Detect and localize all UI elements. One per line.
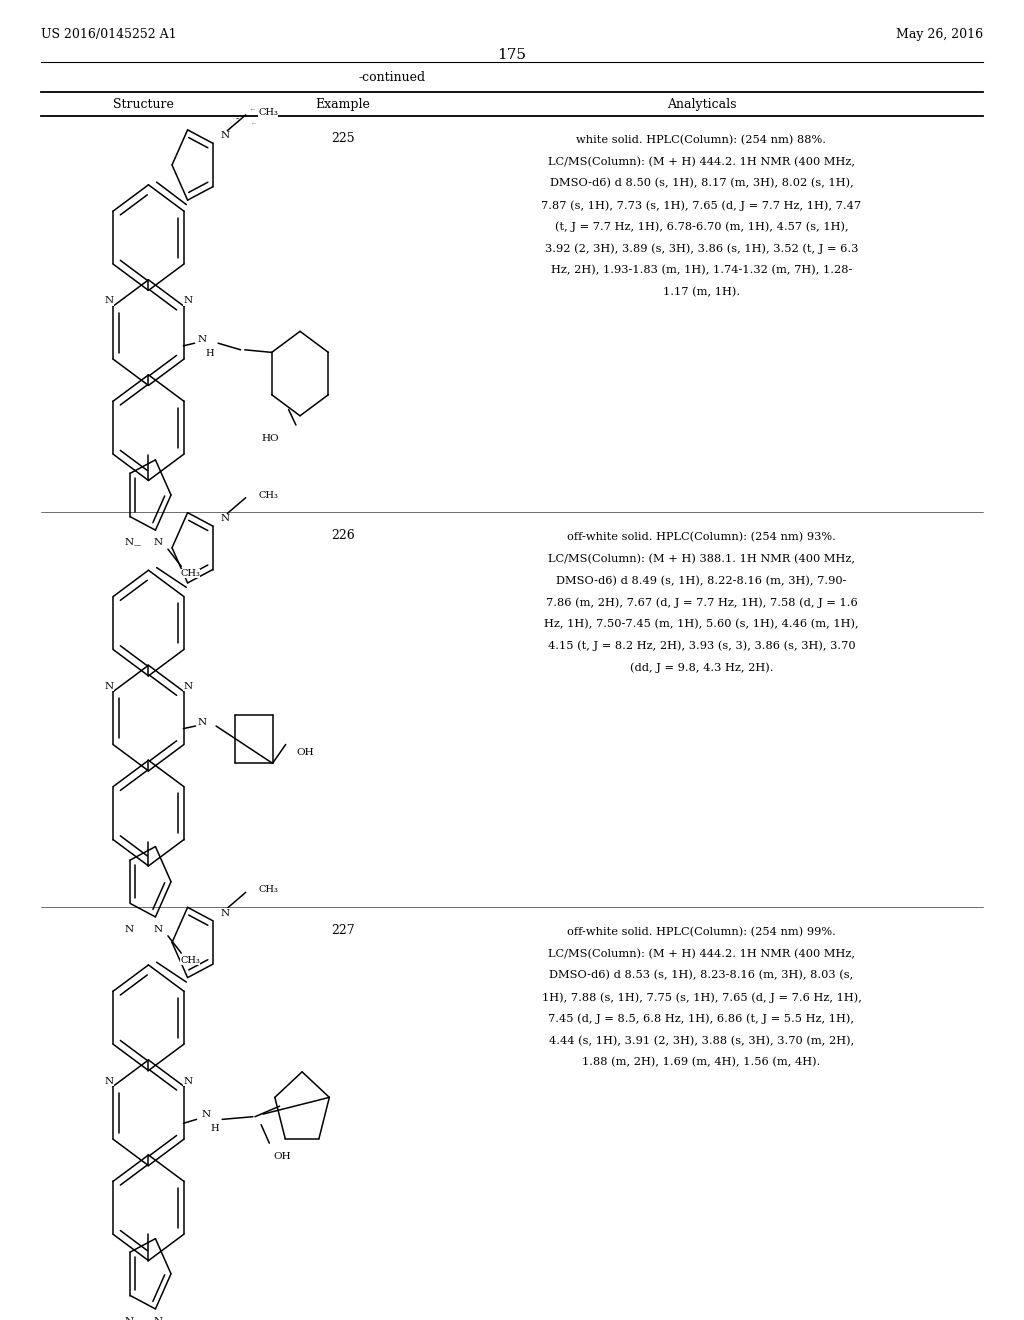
Text: Structure: Structure — [113, 98, 174, 111]
Text: CH₃: CH₃ — [180, 569, 200, 578]
Text: N: N — [104, 1077, 114, 1085]
Text: N: N — [183, 297, 193, 305]
Text: N: N — [198, 718, 206, 726]
Text: 4.44 (s, 1H), 3.91 (2, 3H), 3.88 (s, 3H), 3.70 (m, 2H),: 4.44 (s, 1H), 3.91 (2, 3H), 3.88 (s, 3H)… — [549, 1036, 854, 1045]
Text: white solid. HPLC(Column): (254 nm) 88%.: white solid. HPLC(Column): (254 nm) 88%. — [577, 135, 826, 145]
Text: DMSO-d6) d 8.53 (s, 1H), 8.23-8.16 (m, 3H), 8.03 (s,: DMSO-d6) d 8.53 (s, 1H), 8.23-8.16 (m, 3… — [549, 970, 854, 981]
Text: May 26, 2016: May 26, 2016 — [896, 28, 983, 41]
Text: N: N — [198, 335, 206, 343]
Text: HO: HO — [262, 434, 280, 442]
Text: 225: 225 — [331, 132, 355, 145]
Text: CH₃: CH₃ — [258, 491, 278, 499]
Text: N: N — [183, 682, 193, 690]
Text: off-white solid. HPLC(Column): (254 nm) 99%.: off-white solid. HPLC(Column): (254 nm) … — [567, 927, 836, 937]
Text: Hz, 2H), 1.93-1.83 (m, 1H), 1.74-1.32 (m, 7H), 1.28-: Hz, 2H), 1.93-1.83 (m, 1H), 1.74-1.32 (m… — [551, 265, 852, 276]
Text: methyl: methyl — [252, 121, 256, 124]
Text: N: N — [125, 1317, 133, 1320]
Text: -: - — [236, 115, 240, 123]
Text: N: N — [221, 909, 229, 917]
Text: US 2016/0145252 A1: US 2016/0145252 A1 — [41, 28, 176, 41]
Text: N: N — [104, 682, 114, 690]
Text: Example: Example — [315, 98, 371, 111]
Text: OH: OH — [296, 748, 313, 756]
Text: N: N — [154, 1317, 162, 1320]
Text: 1.88 (m, 2H), 1.69 (m, 4H), 1.56 (m, 4H).: 1.88 (m, 2H), 1.69 (m, 4H), 1.56 (m, 4H)… — [583, 1057, 820, 1068]
Text: N: N — [154, 539, 162, 546]
Text: Hz, 1H), 7.50-7.45 (m, 1H), 5.60 (s, 1H), 4.46 (m, 1H),: Hz, 1H), 7.50-7.45 (m, 1H), 5.60 (s, 1H)… — [544, 619, 859, 630]
Text: H: H — [206, 350, 214, 358]
Text: CH₃: CH₃ — [180, 956, 200, 965]
Text: N: N — [125, 925, 133, 933]
Text: 7.86 (m, 2H), 7.67 (d, J = 7.7 Hz, 1H), 7.58 (d, J = 1.6: 7.86 (m, 2H), 7.67 (d, J = 7.7 Hz, 1H), … — [546, 597, 857, 609]
Text: LC/MS(Column): (M + H) 444.2. 1H NMR (400 MHz,: LC/MS(Column): (M + H) 444.2. 1H NMR (40… — [548, 156, 855, 166]
Text: N: N — [125, 539, 133, 546]
Text: 227: 227 — [331, 924, 355, 937]
Text: 1H), 7.88 (s, 1H), 7.75 (s, 1H), 7.65 (d, J = 7.6 Hz, 1H),: 1H), 7.88 (s, 1H), 7.75 (s, 1H), 7.65 (d… — [542, 993, 861, 1003]
Text: N: N — [104, 297, 114, 305]
Text: LC/MS(Column): (M + H) 444.2. 1H NMR (400 MHz,: LC/MS(Column): (M + H) 444.2. 1H NMR (40… — [548, 948, 855, 958]
Text: 7.87 (s, 1H), 7.73 (s, 1H), 7.65 (d, J = 7.7 Hz, 1H), 7.47: 7.87 (s, 1H), 7.73 (s, 1H), 7.65 (d, J =… — [542, 199, 861, 211]
Text: 3.92 (2, 3H), 3.89 (s, 3H), 3.86 (s, 1H), 3.52 (t, J = 6.3: 3.92 (2, 3H), 3.89 (s, 3H), 3.86 (s, 1H)… — [545, 243, 858, 255]
Text: LC/MS(Column): (M + H) 388.1. 1H NMR (400 MHz,: LC/MS(Column): (M + H) 388.1. 1H NMR (40… — [548, 554, 855, 564]
Text: 175: 175 — [498, 48, 526, 62]
Text: N: N — [202, 1110, 210, 1118]
Text: N: N — [154, 925, 162, 933]
Text: 1.17 (m, 1H).: 1.17 (m, 1H). — [663, 286, 740, 297]
Text: 226: 226 — [331, 529, 355, 543]
Text: -continued: -continued — [358, 71, 426, 84]
Text: off-white solid. HPLC(Column): (254 nm) 93%.: off-white solid. HPLC(Column): (254 nm) … — [567, 532, 836, 543]
Text: 4.15 (t, J = 8.2 Hz, 2H), 3.93 (s, 3), 3.86 (s, 3H), 3.70: 4.15 (t, J = 8.2 Hz, 2H), 3.93 (s, 3), 3… — [548, 640, 855, 652]
Text: —: — — [134, 543, 140, 548]
Text: OH: OH — [273, 1152, 291, 1160]
Text: CH₃: CH₃ — [258, 886, 278, 894]
Text: 7.45 (d, J = 8.5, 6.8 Hz, 1H), 6.86 (t, J = 5.5 Hz, 1H),: 7.45 (d, J = 8.5, 6.8 Hz, 1H), 6.86 (t, … — [549, 1014, 854, 1024]
Text: DMSO-d6) d 8.49 (s, 1H), 8.22-8.16 (m, 3H), 7.90-: DMSO-d6) d 8.49 (s, 1H), 8.22-8.16 (m, 3… — [556, 576, 847, 586]
Text: DMSO-d6) d 8.50 (s, 1H), 8.17 (m, 3H), 8.02 (s, 1H),: DMSO-d6) d 8.50 (s, 1H), 8.17 (m, 3H), 8… — [550, 178, 853, 189]
Text: N: N — [183, 1077, 193, 1085]
Text: CH₃: CH₃ — [258, 108, 278, 116]
Text: (dd, J = 9.8, 4.3 Hz, 2H).: (dd, J = 9.8, 4.3 Hz, 2H). — [630, 663, 773, 673]
Text: (t, J = 7.7 Hz, 1H), 6.78-6.70 (m, 1H), 4.57 (s, 1H),: (t, J = 7.7 Hz, 1H), 6.78-6.70 (m, 1H), … — [555, 222, 848, 232]
Text: N: N — [221, 132, 229, 140]
Text: Analyticals: Analyticals — [667, 98, 736, 111]
Text: N: N — [221, 515, 229, 523]
Text: H: H — [211, 1125, 219, 1133]
